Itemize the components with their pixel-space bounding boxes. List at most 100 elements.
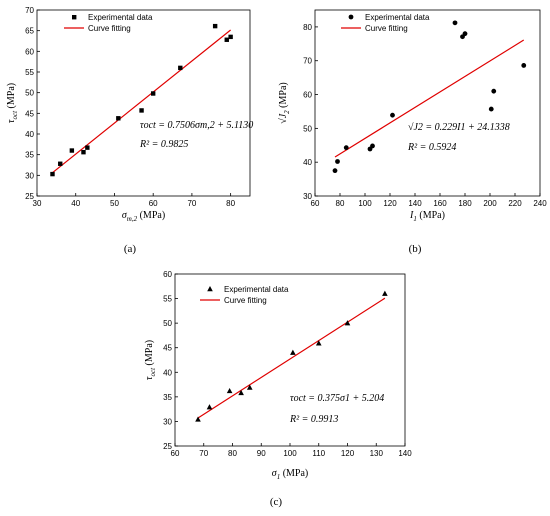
x-tick-label: 100: [358, 199, 372, 208]
y-tick-label: 60: [25, 47, 34, 56]
data-point: [343, 145, 349, 151]
y-tick-label: 70: [303, 57, 312, 66]
y-axis-title: √J2 (MPa): [278, 82, 291, 124]
data-point: [452, 20, 458, 26]
x-tick-label: 100: [283, 449, 297, 458]
data-point: [228, 34, 233, 40]
data-point: [50, 171, 55, 177]
y-tick-label: 50: [25, 89, 34, 98]
legend-label-fit: Curve fitting: [88, 24, 131, 33]
y-tick-label: 30: [25, 171, 34, 180]
fit-line: [52, 29, 232, 174]
x-tick-label: 50: [110, 199, 119, 208]
plot-frame: [314, 9, 541, 197]
fit-equation: τoct = 0.375σ1 + 5.204: [290, 393, 384, 404]
x-tick-label: 80: [228, 449, 237, 458]
y-tick-label: 35: [163, 393, 172, 402]
x-tick-label: 70: [199, 449, 208, 458]
data-point: [462, 31, 468, 37]
data-point: [344, 320, 351, 326]
legend-label-data: Experimental data: [365, 13, 430, 22]
fit-line: [197, 297, 386, 419]
y-tick-label: 50: [303, 124, 312, 133]
x-tick-label: 200: [483, 199, 497, 208]
x-tick-label: 130: [370, 449, 384, 458]
x-tick-label: 80: [336, 199, 345, 208]
chart-panel-3: 60 70 80 90 100 110 120 130 140 25 30 35 40 45 50 55 60 σ…: [144, 270, 412, 508]
panel-label: (b): [409, 243, 422, 255]
legend-marker: [72, 15, 77, 20]
fit-line: [334, 39, 525, 158]
fit-equation: √J2 = 0.229I1 + 24.1338: [408, 122, 510, 133]
data-point: [390, 112, 395, 118]
x-tick-label: 60: [149, 199, 158, 208]
y-tick-label: 55: [163, 295, 172, 304]
y-tick-label: 45: [25, 109, 34, 118]
fit-equation: τoct = 0.7506σm,2 + 5.1130: [140, 120, 253, 131]
x-tick-label: 120: [383, 199, 397, 208]
y-tick-label: 30: [303, 192, 312, 201]
x-tick-label: 140: [408, 199, 422, 208]
data-point: [488, 106, 494, 112]
r-squared: R² = 0.9825: [139, 139, 188, 150]
x-tick-label: 140: [398, 449, 412, 458]
legend-label-fit: Curve fitting: [224, 296, 267, 305]
y-tick-label: 65: [25, 27, 34, 36]
x-tick-label: 120: [341, 449, 355, 458]
data-point: [58, 161, 63, 166]
panel-label: (c): [270, 496, 283, 508]
data-point: [246, 384, 253, 390]
legend-label-data: Experimental data: [88, 13, 153, 22]
r-squared: R² = 0.9913: [289, 414, 338, 425]
data-point: [332, 168, 338, 174]
x-axis-title: σm,2 (MPa): [122, 210, 165, 223]
data-point: [139, 108, 144, 113]
legend-marker: [348, 14, 354, 20]
data-point: [178, 65, 183, 71]
chart-panel-2: 60 80 100 120 140 160 180 200 220 240 30 40 50 60 70 80…: [278, 9, 547, 255]
data-point: [212, 23, 218, 29]
data-point: [290, 349, 296, 355]
data-point: [382, 290, 388, 296]
data-point: [226, 387, 233, 394]
data-point: [116, 116, 121, 121]
y-tick-label: 40: [163, 368, 172, 377]
x-tick-label: 60: [171, 449, 180, 458]
x-tick-label: 70: [187, 199, 196, 208]
x-tick-label: 30: [33, 199, 42, 208]
x-tick-label: 160: [433, 199, 447, 208]
legend-label-fit: Curve fitting: [365, 24, 408, 33]
y-tick-label: 50: [163, 319, 172, 328]
legend-label-data: Experimental data: [224, 285, 289, 294]
y-tick-label: 30: [163, 417, 172, 426]
data-point: [315, 340, 322, 346]
y-tick-label: 55: [25, 68, 34, 77]
x-tick-label: 40: [71, 199, 80, 208]
data-point: [81, 149, 86, 155]
data-point: [206, 404, 213, 410]
data-point: [491, 88, 497, 94]
x-axis-title: I1 (MPa): [409, 210, 445, 223]
y-axis-title: τoct (MPa): [144, 340, 157, 380]
plot-frame: [36, 9, 251, 197]
x-tick-label: 110: [312, 449, 325, 458]
data-point: [85, 145, 90, 150]
data-point: [69, 148, 75, 153]
y-tick-label: 60: [303, 91, 312, 100]
data-point: [521, 63, 527, 68]
x-tick-label: 90: [257, 449, 266, 458]
y-tick-label: 70: [25, 6, 34, 15]
r-squared: R² = 0.5924: [407, 142, 456, 153]
legend-marker: [207, 286, 213, 292]
y-tick-label: 60: [163, 270, 172, 279]
x-tick-label: 80: [226, 199, 235, 208]
x-tick-label: 220: [508, 199, 522, 208]
x-axis-title: σ1 (MPa): [272, 468, 309, 481]
data-point: [224, 37, 229, 42]
data-point: [150, 91, 156, 96]
x-tick-label: 240: [533, 199, 547, 208]
data-point: [335, 159, 340, 164]
y-tick-label: 40: [303, 158, 312, 167]
